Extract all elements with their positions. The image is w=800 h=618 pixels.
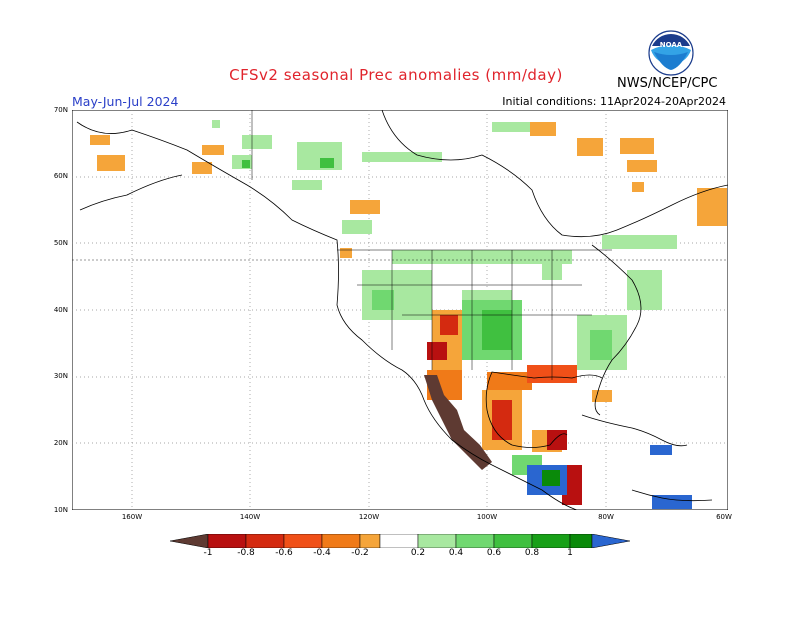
colorbar-label: 0.8 bbox=[524, 548, 540, 558]
colorbar-label: -0.2 bbox=[351, 548, 369, 558]
precip-anomaly-map bbox=[72, 110, 728, 510]
colorbar-arrow-low bbox=[170, 534, 209, 548]
colorbar-label: -0.8 bbox=[237, 548, 255, 558]
lat-label: 50N bbox=[53, 239, 68, 247]
lat-label: 40N bbox=[53, 306, 68, 314]
colorbar-arrow-high bbox=[591, 534, 630, 548]
lat-label: 30N bbox=[53, 372, 68, 380]
initial-conditions-label: Initial conditions: 11Apr2024-20Apr2024 bbox=[502, 95, 726, 108]
state-borders bbox=[251, 110, 612, 380]
colorbar-label: -0.4 bbox=[313, 548, 331, 558]
agency-label: NWS/NCEP/CPC bbox=[617, 76, 718, 91]
noaa-logo-icon: NOAA bbox=[648, 30, 694, 76]
colorbar-label: -0.6 bbox=[275, 548, 293, 558]
chart-title: CFSv2 seasonal Prec anomalies (mm/day) bbox=[229, 66, 563, 84]
colorbar-label: 0.2 bbox=[410, 548, 426, 558]
colorbar-label: 0.6 bbox=[486, 548, 502, 558]
lat-label: 70N bbox=[53, 106, 68, 114]
coastlines bbox=[72, 110, 728, 510]
colorbar-label: 0.4 bbox=[448, 548, 464, 558]
colorbar bbox=[170, 534, 630, 548]
season-label: May-Jun-Jul 2024 bbox=[72, 94, 179, 109]
lat-label: 10N bbox=[53, 506, 68, 514]
lat-label: 60N bbox=[53, 172, 68, 180]
colorbar-label: -1 bbox=[203, 548, 213, 558]
lon-label: 60W bbox=[716, 513, 732, 521]
lon-label: 160W bbox=[121, 513, 143, 521]
lon-label: 80W bbox=[598, 513, 614, 521]
lon-label: 120W bbox=[358, 513, 380, 521]
lat-label: 20N bbox=[53, 439, 68, 447]
lon-label: 100W bbox=[476, 513, 498, 521]
logo-text: NOAA bbox=[660, 41, 683, 49]
lon-label: 140W bbox=[239, 513, 261, 521]
colorbar-label: 1 bbox=[567, 548, 573, 558]
